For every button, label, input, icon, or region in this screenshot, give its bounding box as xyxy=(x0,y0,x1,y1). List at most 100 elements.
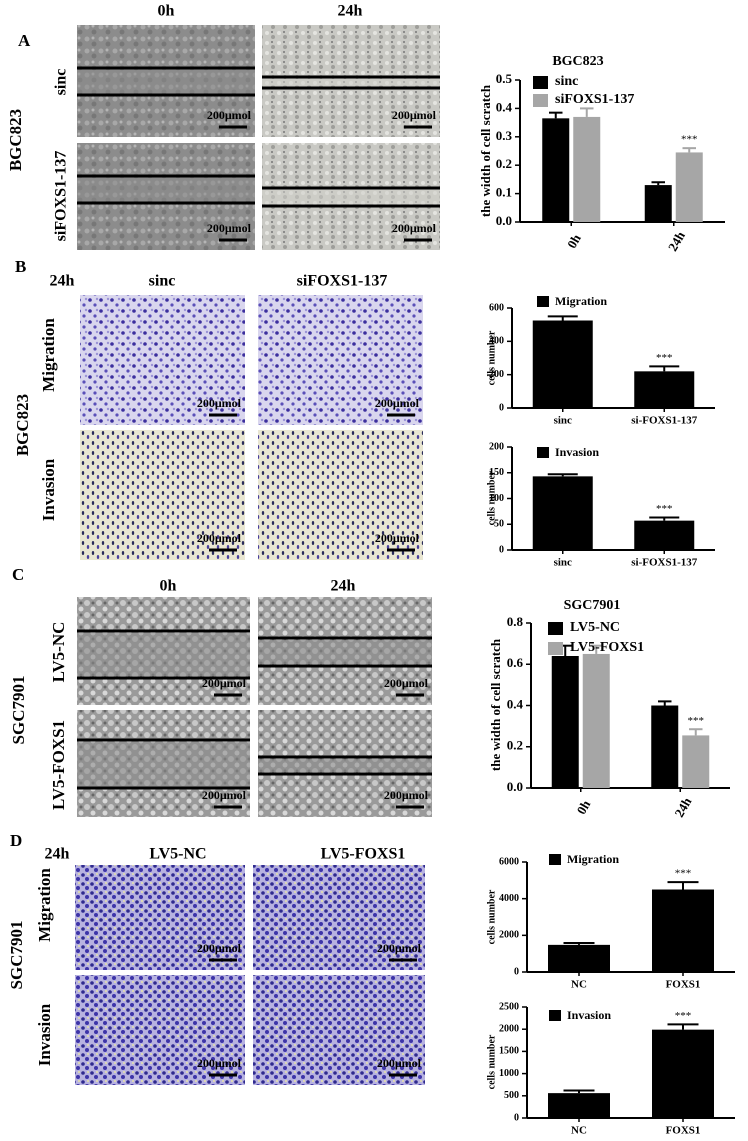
y-tick-label: 600 xyxy=(489,302,504,313)
bar xyxy=(542,118,570,222)
x-tick-label: FOXS1 xyxy=(666,1125,701,1137)
x-tick-label: sinc xyxy=(554,415,572,427)
bar xyxy=(548,1093,610,1118)
row-label: Invasion xyxy=(39,458,58,521)
row-label: LV5-NC xyxy=(49,622,68,683)
bar xyxy=(634,520,695,550)
scratch-gap xyxy=(77,742,250,786)
legend-swatch xyxy=(548,622,563,635)
legend-swatch xyxy=(548,642,563,655)
column-header: LV5-FOXS1 xyxy=(321,846,406,863)
x-tick-label: 24h xyxy=(671,794,694,820)
scale-label: 200μmol xyxy=(384,788,429,802)
y-tick-label: 0.0 xyxy=(507,779,523,794)
row-label: Invasion xyxy=(35,1003,54,1066)
micrograph xyxy=(253,975,425,1085)
y-axis-label: cells number xyxy=(486,470,497,525)
y-tick-label: 200 xyxy=(489,441,504,452)
legend-label: Migration xyxy=(555,294,607,308)
legend-swatch xyxy=(549,854,561,865)
scale-label: 200μmol xyxy=(197,941,242,955)
y-tick-label: 0.0 xyxy=(496,213,512,228)
row-label: siFOXS1-137 xyxy=(53,151,70,242)
scale-label: 200μmol xyxy=(202,788,247,802)
micrograph xyxy=(80,430,245,560)
bar xyxy=(682,735,710,788)
y-tick-label: 0 xyxy=(514,1112,519,1123)
row-label: sinc xyxy=(53,69,70,96)
scratch-gap xyxy=(77,178,255,201)
scale-label: 200μmol xyxy=(375,396,420,410)
time-label: 24h xyxy=(50,273,75,290)
y-tick-label: 1000 xyxy=(499,1068,519,1079)
x-tick-label: NC xyxy=(571,979,587,991)
micrograph xyxy=(258,430,423,560)
scale-label: 200μmol xyxy=(392,108,437,122)
y-tick-label: 2000 xyxy=(499,930,519,941)
bar xyxy=(652,1029,714,1118)
y-axis-label: cells number xyxy=(486,1034,497,1089)
y-tick-label: 0 xyxy=(514,966,519,977)
scratch-gap xyxy=(262,190,440,204)
y-tick-label: 150 xyxy=(489,467,504,478)
panel-label: A xyxy=(18,31,31,50)
y-tick-label: 0 xyxy=(499,402,504,413)
x-tick-label: FOXS1 xyxy=(666,979,701,991)
significance: *** xyxy=(675,1010,692,1022)
scale-label: 200μmol xyxy=(202,676,247,690)
scratch-gap xyxy=(77,70,255,93)
bar xyxy=(652,889,714,972)
bar xyxy=(634,371,695,408)
scale-label: 200μmol xyxy=(377,1056,422,1070)
x-tick-label: 24h xyxy=(665,228,688,254)
x-tick-label: sinc xyxy=(554,557,572,569)
scratch-gap xyxy=(262,79,440,86)
y-tick-label: 0.4 xyxy=(496,99,513,114)
x-tick-label: 0h xyxy=(574,797,594,817)
y-axis-label: the width of cell scratch xyxy=(478,84,493,217)
y-tick-label: 2500 xyxy=(499,1001,519,1012)
row-label: LV5-FOXS1 xyxy=(49,720,68,810)
column-header: 24h xyxy=(331,578,356,595)
legend-swatch xyxy=(533,76,548,89)
bar xyxy=(532,476,593,550)
bar xyxy=(651,705,679,788)
bar xyxy=(532,320,593,408)
y-axis-label: cells number xyxy=(486,889,497,944)
legend-swatch xyxy=(549,1010,561,1021)
scratch-gap xyxy=(258,759,432,772)
column-header: LV5-NC xyxy=(149,846,206,863)
scale-label: 200μmol xyxy=(207,221,252,235)
legend-swatch xyxy=(537,296,549,307)
chart-title: BGC823 xyxy=(552,54,603,69)
x-tick-label: NC xyxy=(571,1125,587,1137)
column-header: 0h xyxy=(160,578,177,595)
y-tick-label: 0.8 xyxy=(507,614,524,629)
legend-label: sinc xyxy=(555,74,578,89)
significance: *** xyxy=(656,352,673,364)
scale-label: 200μmol xyxy=(207,108,252,122)
scale-label: 200μmol xyxy=(197,396,242,410)
y-tick-label: 0.4 xyxy=(507,696,524,711)
scale-label: 200μmol xyxy=(197,1056,242,1070)
significance: *** xyxy=(675,868,692,880)
scratch-gap xyxy=(77,633,250,676)
significance: *** xyxy=(688,715,705,727)
time-label: 24h xyxy=(45,846,70,863)
micrograph xyxy=(75,865,245,970)
y-tick-label: 0.2 xyxy=(507,738,523,753)
y-tick-label: 500 xyxy=(504,1090,519,1101)
legend-label: Invasion xyxy=(555,445,599,459)
y-tick-label: 1500 xyxy=(499,1046,519,1057)
column-header: 0h xyxy=(158,3,175,20)
y-axis-label: cells number xyxy=(486,330,497,385)
micrograph xyxy=(253,865,425,970)
bar xyxy=(644,185,672,222)
scratch-gap xyxy=(258,640,432,664)
y-tick-label: 0.2 xyxy=(496,156,512,171)
column-header: sinc xyxy=(149,273,176,290)
panel-label: C xyxy=(12,565,24,584)
bar xyxy=(551,656,579,788)
panel-label: B xyxy=(15,257,26,276)
